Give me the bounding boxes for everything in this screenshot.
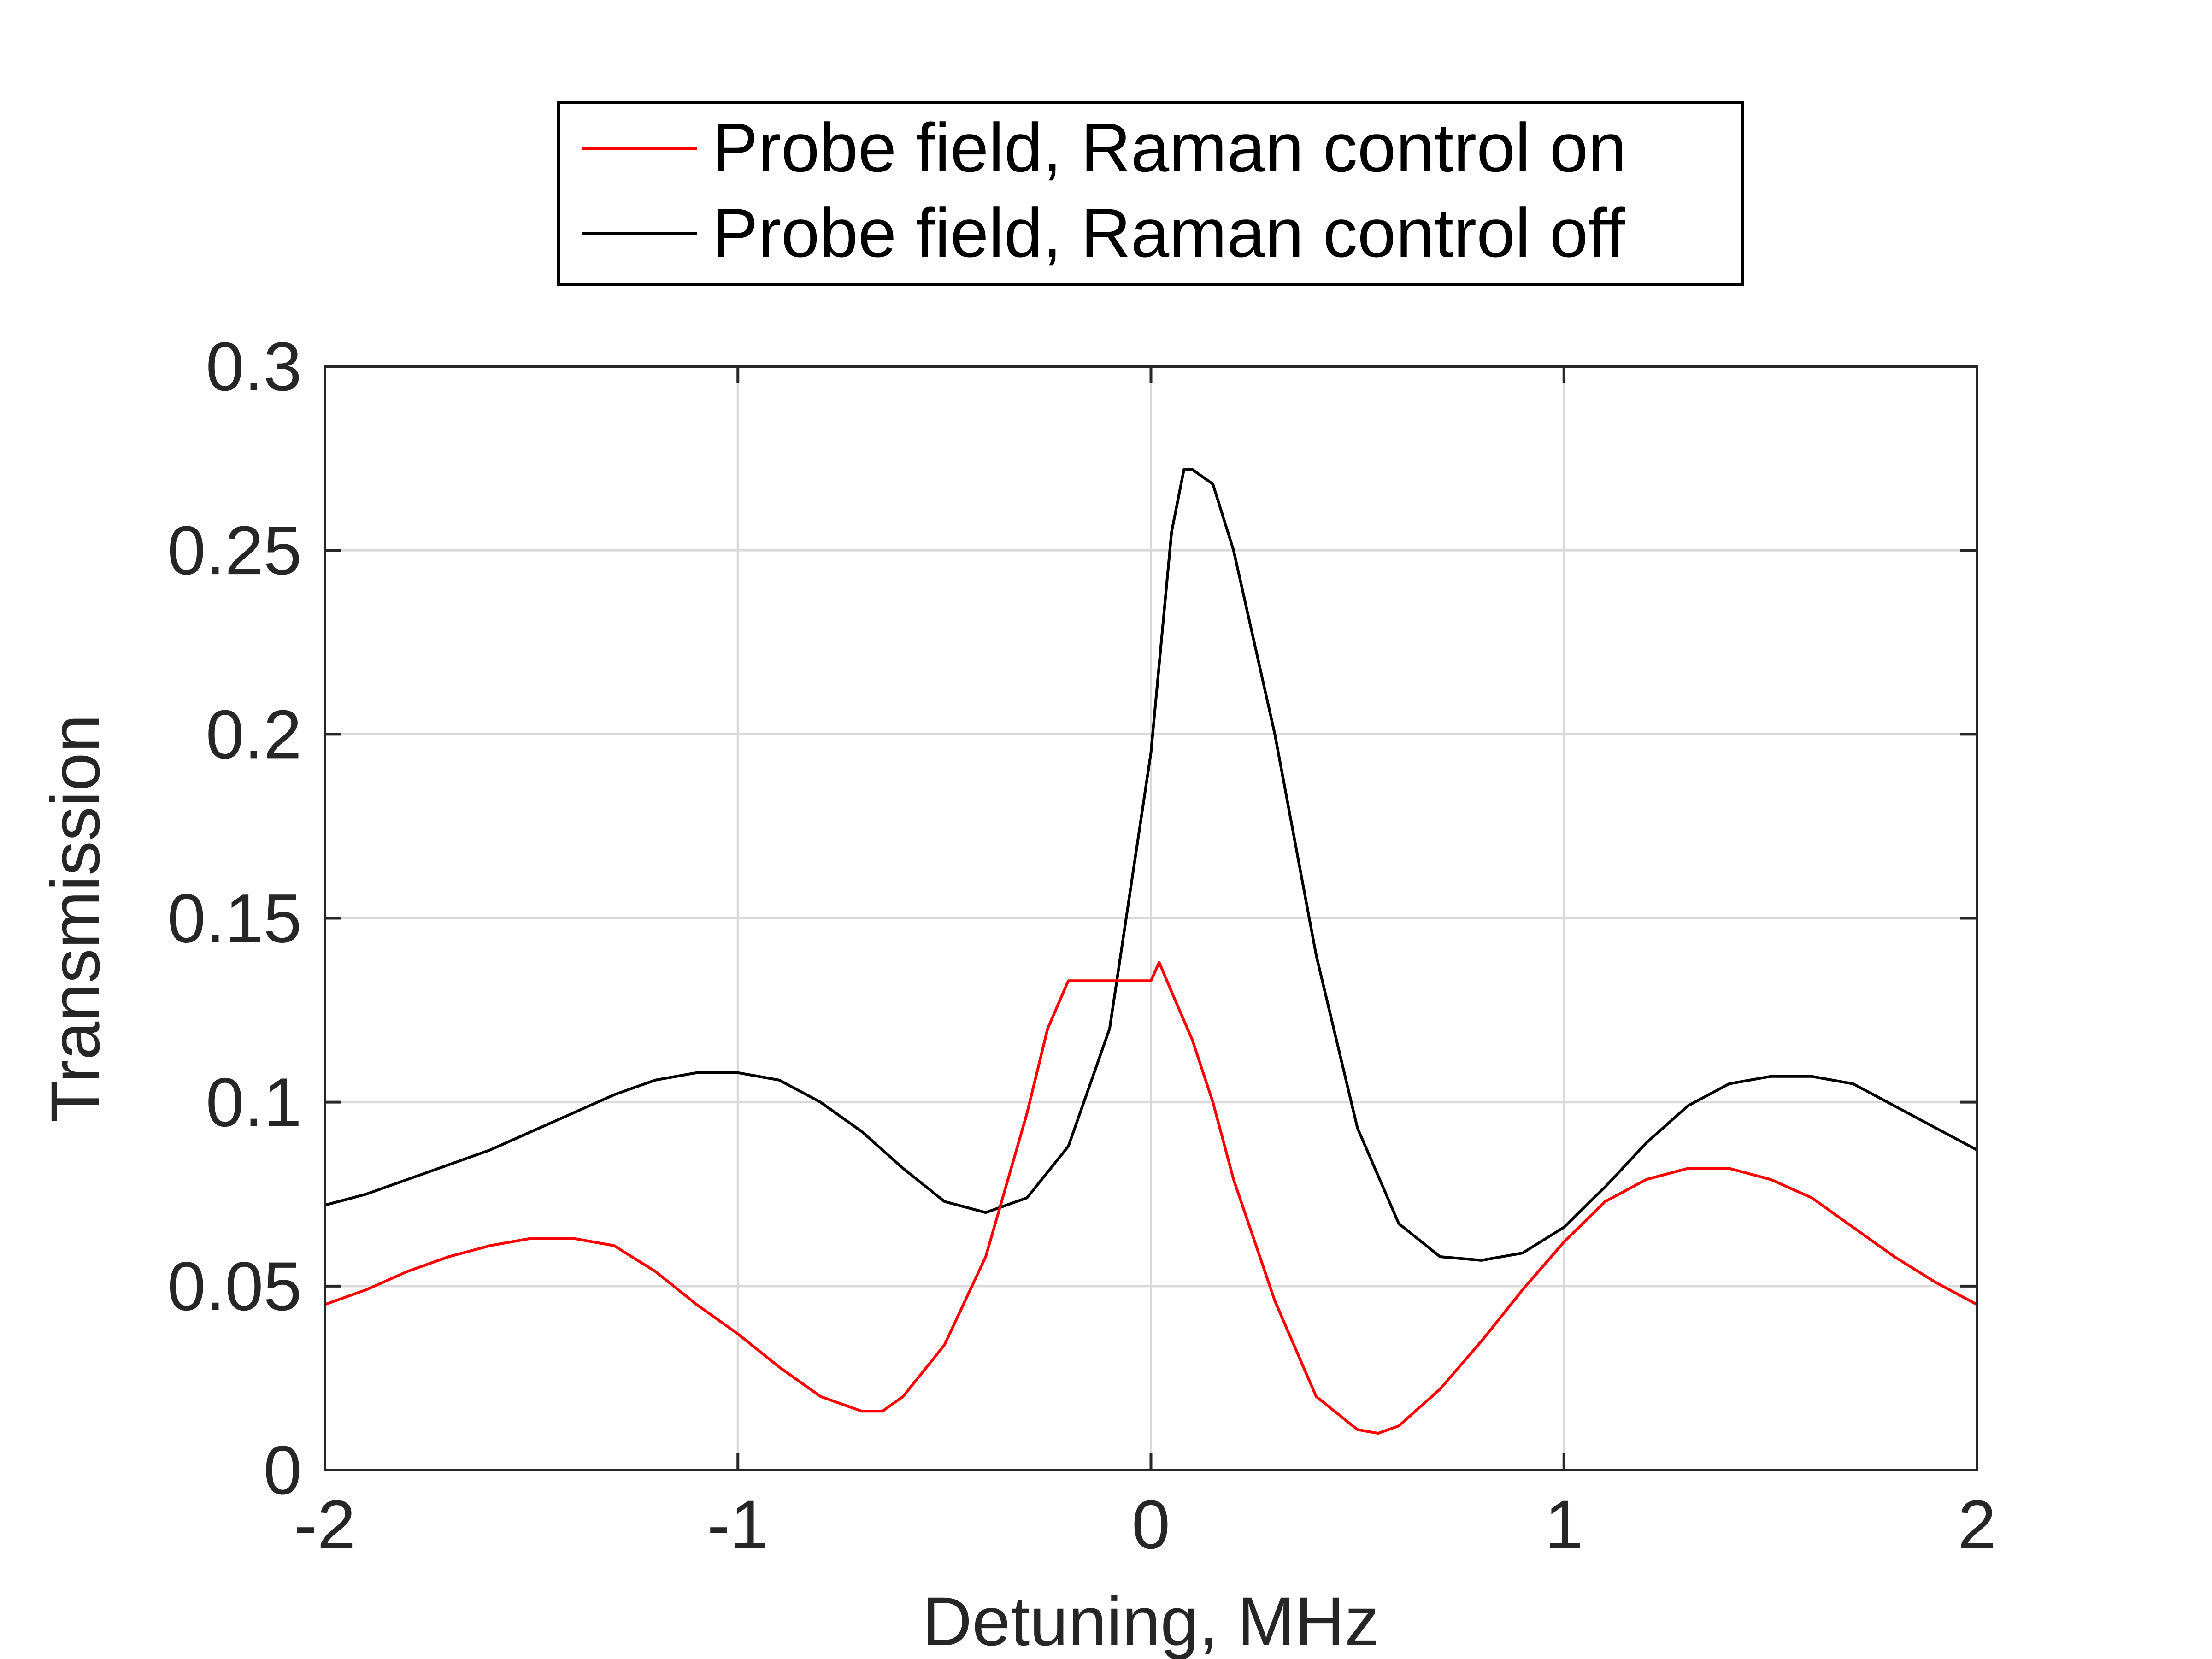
x-tick-label: 0 [1132,1486,1170,1563]
legend-label-raman-on: Probe field, Raman control on [712,109,1626,186]
y-tick-label: 0.2 [206,695,302,773]
legend: Probe field, Raman control on Probe fiel… [557,101,1744,286]
legend-box [557,101,1744,286]
series-group [324,468,1978,1435]
legend-label-raman-off: Probe field, Raman control off [712,194,1625,271]
x-tick-label: 1 [1545,1486,1583,1563]
x-tick-label: 2 [1958,1486,1996,1563]
y-axis-label: Transmission [36,714,114,1123]
x-tick-label: -1 [707,1486,769,1563]
y-tick-label: 0 [264,1431,302,1509]
y-tick-label: 0.05 [167,1247,302,1325]
series-line-raman-on [324,961,1978,1435]
y-tick-label: 0.1 [206,1064,302,1141]
y-tick-label: 0.15 [167,880,302,957]
ticks: -2 -1 0 1 2 0 0.05 0.1 0.15 0.2 0.25 0.3 [167,328,1996,1563]
x-tick-label: -2 [294,1486,355,1563]
y-tick-label: 0.25 [167,512,302,589]
y-tick-label: 0.3 [206,328,302,405]
series-line-raman-off [324,468,1978,1262]
x-axis-label: Detuning, MHz [922,1583,1379,1659]
